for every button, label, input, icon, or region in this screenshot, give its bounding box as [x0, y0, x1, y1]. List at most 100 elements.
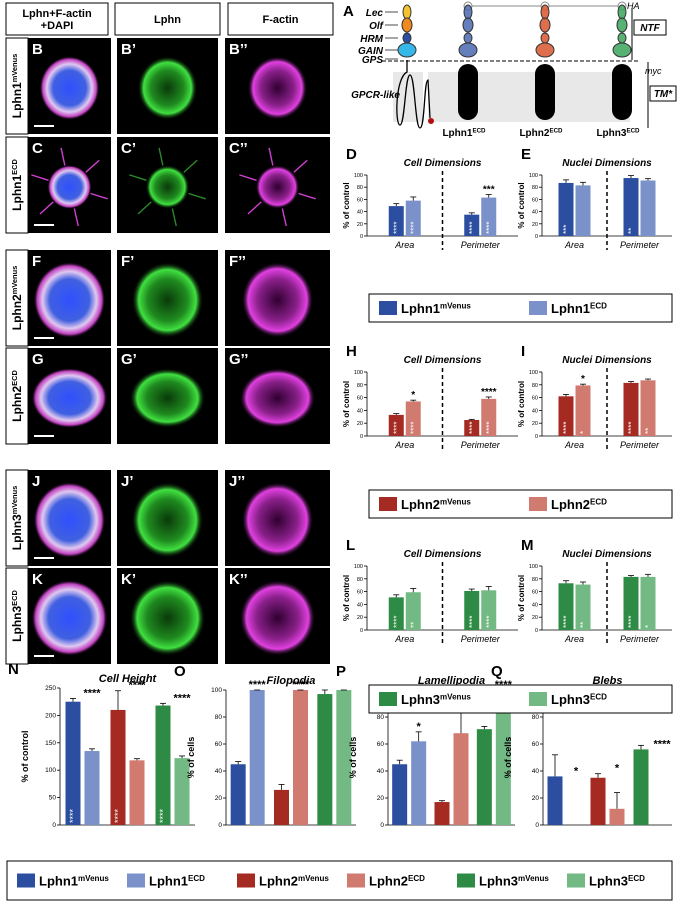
- panel-letter: C’’: [229, 140, 248, 157]
- significance-inside: ****: [409, 422, 418, 434]
- legend-label: Lphn2ECD: [551, 497, 607, 512]
- y-tick-label: 80: [215, 714, 223, 721]
- construct-label: Lphn2ECD: [519, 128, 563, 140]
- error-bar: [485, 194, 492, 198]
- legend: Lphn3mVenus Lphn3ECD: [368, 684, 673, 714]
- y-tick-label: 80: [357, 577, 363, 583]
- significance-inside: ****: [392, 616, 401, 628]
- row-label-base: Lphn3: [10, 606, 24, 642]
- panel-letter: H: [346, 343, 357, 360]
- domain: [402, 32, 412, 44]
- x-tick-label: Area: [394, 240, 414, 250]
- cell: [247, 56, 308, 120]
- panel-letter: F’: [121, 253, 134, 270]
- panel-letter: F: [32, 253, 41, 270]
- chart-title: Cell Dimensions: [404, 549, 482, 560]
- bar: [590, 777, 606, 825]
- y-axis-label: % of control: [342, 381, 351, 427]
- significance-above: *: [581, 374, 585, 385]
- y-tick-label: 100: [211, 687, 222, 694]
- row-label: Lphn2mVenus: [10, 266, 24, 331]
- y-tick-label: 100: [354, 564, 363, 570]
- x-tick-label: Area: [564, 440, 584, 450]
- x-tick-label: Area: [564, 240, 584, 250]
- bar: [110, 709, 126, 825]
- domain: [540, 4, 550, 20]
- row-label-base: Lphn2: [10, 386, 24, 422]
- legend-label: Lphn1ECD: [551, 301, 607, 316]
- domain-label: GAIN: [358, 46, 384, 57]
- error-bar: [485, 586, 492, 591]
- y-tick-label: 60: [532, 396, 538, 402]
- x-tick-label: Area: [564, 634, 584, 644]
- y-tick-label: 100: [354, 370, 363, 376]
- domain: [463, 32, 473, 44]
- cell: [255, 165, 300, 209]
- x-tick-label: Perimeter: [620, 440, 660, 450]
- bar: [388, 597, 404, 630]
- error-bar: [563, 179, 569, 183]
- significance-inside: ****: [113, 808, 123, 823]
- legend: Lphn2mVenus Lphn2ECD: [368, 489, 673, 519]
- y-tick-label: 80: [357, 185, 363, 191]
- bar: [623, 576, 639, 630]
- y-axis-label: % of control: [517, 381, 526, 427]
- error-bar: [628, 175, 634, 179]
- legend-label-sup: ECD: [590, 301, 607, 310]
- domain: [540, 32, 550, 44]
- legend: Lphn1mVenus Lphn1ECD: [368, 293, 673, 323]
- error-bar: [580, 383, 586, 386]
- row-label: Lphn2ECD: [10, 370, 24, 422]
- y-tick-label: 0: [535, 822, 539, 829]
- error-bar: [439, 800, 445, 803]
- bar: [558, 182, 574, 236]
- panel-letter: G’: [121, 351, 137, 368]
- y-tick-label: 200: [45, 712, 56, 719]
- significance-inside: *: [579, 431, 588, 434]
- y-tick-label: 20: [357, 615, 363, 621]
- legend-box: [368, 489, 673, 519]
- bar: [640, 576, 656, 630]
- error-bar: [458, 712, 464, 734]
- filopodium: [90, 192, 108, 200]
- bar: [464, 214, 480, 236]
- construct-label-base: Lphn3: [596, 128, 626, 139]
- filopodium: [158, 147, 164, 166]
- legend-label-sup: mVenus: [78, 874, 109, 883]
- bar: [640, 380, 656, 436]
- significance-inside: **: [579, 622, 588, 628]
- domain-label: Olf: [369, 21, 385, 32]
- panel-letter: K: [32, 571, 43, 588]
- error-bar: [468, 212, 475, 215]
- bar: [476, 729, 492, 825]
- filopodium: [293, 159, 308, 173]
- panel-letter: B’: [121, 41, 136, 58]
- bar: [464, 420, 480, 436]
- error-bar: [396, 759, 403, 765]
- bar: [558, 583, 574, 630]
- error-bar: [393, 594, 400, 598]
- bar: [405, 592, 421, 630]
- legend-label: Lphn2mVenus: [401, 497, 471, 512]
- cell: [39, 56, 100, 120]
- significance-above: ****: [83, 687, 101, 699]
- error-bar: [410, 399, 417, 402]
- x-tick-label: Perimeter: [620, 634, 660, 644]
- legend-label-base: Lphn2: [401, 497, 440, 512]
- bar: [174, 758, 190, 825]
- y-tick-label: 40: [357, 210, 363, 216]
- tm-block: [458, 64, 478, 120]
- tag-label: HA: [627, 1, 640, 11]
- construct-label-base: Lphn2: [519, 128, 549, 139]
- y-tick-label: 100: [529, 173, 538, 179]
- bar: [411, 741, 427, 825]
- significance-above: ****: [249, 679, 267, 691]
- bracket-label: NTF: [640, 23, 660, 34]
- significance-above: ****: [481, 387, 497, 398]
- y-tick-label: 80: [532, 577, 538, 583]
- y-tick-label: 60: [532, 741, 540, 748]
- y-tick-label: 40: [357, 602, 363, 608]
- legend-label: Lphn1mVenus: [39, 874, 109, 889]
- panel-letter: G’’: [229, 351, 248, 368]
- filopodium: [298, 192, 316, 200]
